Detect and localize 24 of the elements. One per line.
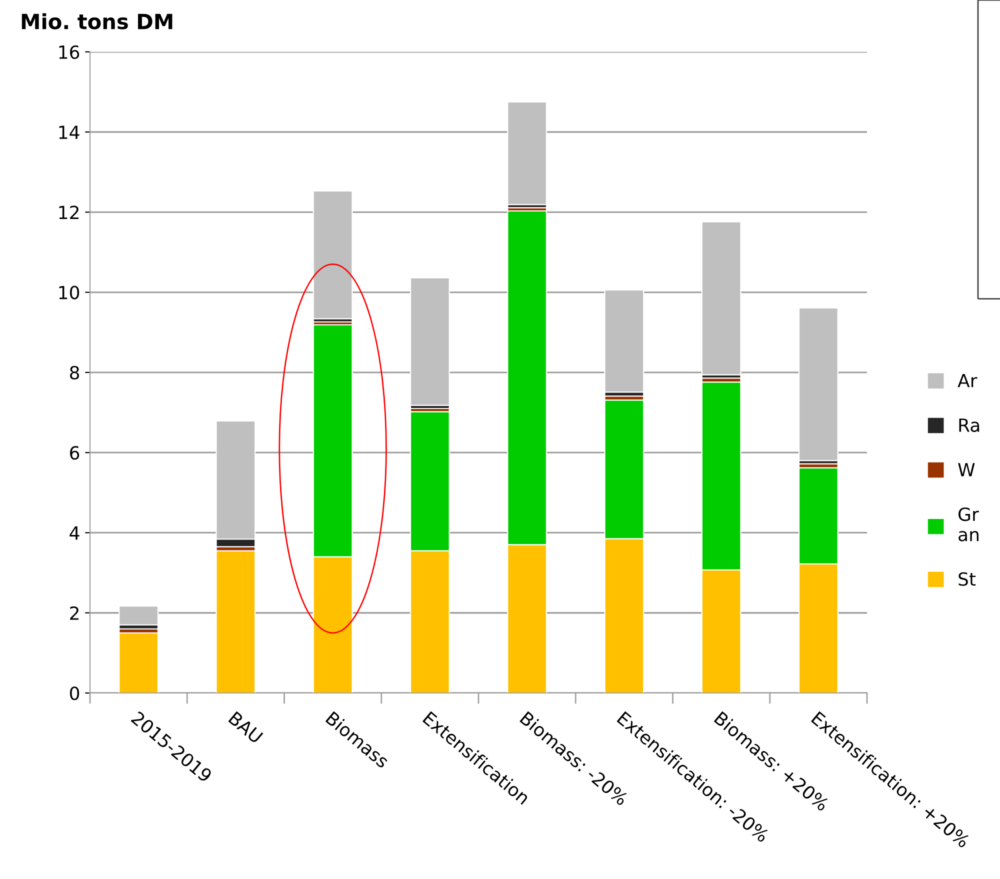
bar: [312, 190, 353, 320]
bar: [701, 221, 742, 376]
bar: [798, 307, 838, 462]
y-tick-label: 14: [59, 126, 80, 139]
bar: [410, 277, 450, 406]
y-axis-title: Mio. tons DM: [22, 13, 172, 30]
y-tick-label: 8: [70, 366, 80, 380]
legend-label: Ra: [959, 418, 980, 432]
legend-label: W: [958, 463, 975, 476]
bar: [118, 632, 159, 694]
bar: [118, 605, 159, 626]
bar: [507, 101, 548, 206]
bar: [604, 289, 644, 393]
y-tick-label: 4: [70, 526, 80, 540]
y-tick-label: 16: [59, 45, 80, 59]
legend-label: Gr an: [958, 507, 979, 542]
y-tick-label: 12: [59, 206, 78, 220]
y-tick-label: 0: [70, 686, 80, 700]
y-tick-label: 6: [70, 446, 80, 460]
y-tick-label: 10: [59, 286, 80, 300]
bar: [216, 550, 256, 694]
legend-label: St: [958, 572, 976, 586]
y-tick-label: 2: [70, 606, 78, 620]
legend-label: Ar: [958, 374, 978, 388]
